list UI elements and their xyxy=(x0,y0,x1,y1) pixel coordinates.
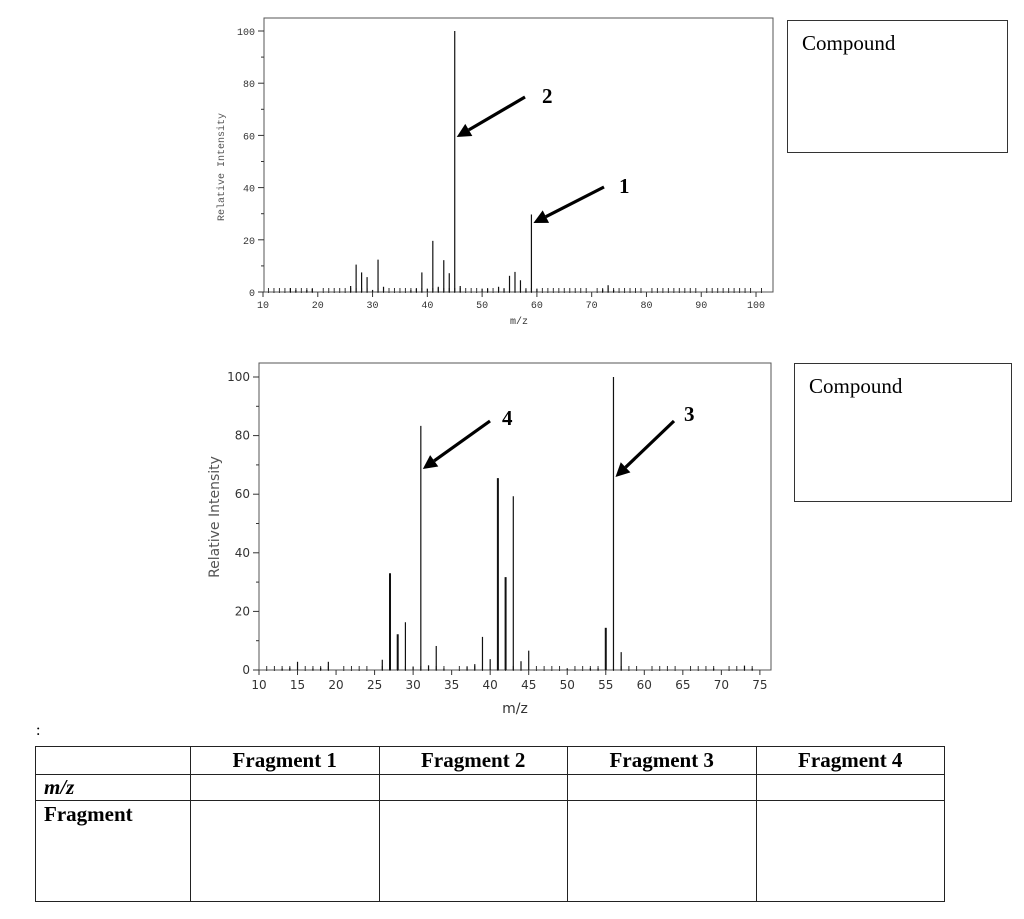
annotation-arrow xyxy=(545,185,605,219)
y-tick-label: 80 xyxy=(235,429,250,443)
x-tick-label: 70 xyxy=(586,301,598,312)
chart-1-plot: 10 20 30 40 50 60 70 80 90 100 0 20 40 60 80 100 m/z Rela… xyxy=(216,17,774,328)
compound-label: Compound xyxy=(809,374,903,398)
y-tick-label: 40 xyxy=(243,185,255,196)
mass-spectrum-chart-1: 10 20 30 40 50 60 70 80 90 100 0 20 40 60 80 100 m/z Rela… xyxy=(200,10,790,345)
y-tick-label: 0 xyxy=(242,663,250,677)
table-corner-cell xyxy=(35,746,191,775)
x-tick-label: 45 xyxy=(521,678,536,692)
colon-marker: : xyxy=(36,722,41,739)
fragment-cell-2[interactable] xyxy=(378,800,568,902)
x-tick-label: 50 xyxy=(560,678,575,692)
arrow-head-icon xyxy=(615,462,631,477)
annotation-arrow xyxy=(433,419,491,463)
x-tick-label: 50 xyxy=(476,301,488,312)
x-tick-label: 80 xyxy=(640,301,652,312)
row-label-fragment: Fragment xyxy=(35,800,191,902)
fragment-cell-1[interactable] xyxy=(190,800,380,902)
mz-cell-fragment-2[interactable] xyxy=(378,774,568,801)
mz-cell-fragment-1[interactable] xyxy=(190,774,380,801)
y-tick-label: 100 xyxy=(237,28,255,39)
y-tick-label: 40 xyxy=(235,546,250,560)
y-axis-label: Relative Intensity xyxy=(207,456,223,578)
x-tick-label: 65 xyxy=(675,678,690,692)
compound-answer-box-1[interactable]: Compound xyxy=(787,20,1008,153)
y-tick-label: 20 xyxy=(235,604,250,618)
x-tick-label: 55 xyxy=(598,678,613,692)
plot-frame xyxy=(263,17,774,293)
table-row-mz: m/z xyxy=(35,774,945,801)
x-tick-label: 60 xyxy=(531,301,543,312)
x-tick-label: 10 xyxy=(257,301,269,312)
compound-answer-box-2[interactable]: Compound xyxy=(794,363,1012,502)
y-tick-label: 0 xyxy=(249,289,255,300)
annotation-label-4: 4 xyxy=(502,406,513,430)
table-row-fragment: Fragment xyxy=(35,800,945,902)
table-header-row: Fragment 1 Fragment 2 Fragment 3 Fragmen… xyxy=(35,746,945,775)
annotation-arrow xyxy=(624,419,676,469)
y-tick-label: 60 xyxy=(243,132,255,143)
header-fragment-4: Fragment 4 xyxy=(755,746,945,775)
annotation-label-3: 3 xyxy=(684,402,695,426)
annotation-arrow xyxy=(468,95,526,132)
x-tick-label: 75 xyxy=(752,678,767,692)
x-tick-label: 60 xyxy=(637,678,652,692)
chart-2-plot: 10 15 20 25 30 35 40 45 50 55 60 65 70 75 0 20 40 60 80 100… xyxy=(207,362,772,717)
annotation-label-1: 1 xyxy=(619,174,630,198)
y-tick-label: 60 xyxy=(235,487,250,501)
x-tick-label: 15 xyxy=(290,678,305,692)
y-tick-label: 100 xyxy=(227,370,250,384)
arrow-head-icon xyxy=(422,455,439,469)
x-tick-label: 35 xyxy=(444,678,459,692)
x-tick-label: 90 xyxy=(695,301,707,312)
header-fragment-3: Fragment 3 xyxy=(567,746,757,775)
x-axis-label: m/z xyxy=(502,701,528,717)
mass-spectrum-chart-2: 10 15 20 25 30 35 40 45 50 55 60 65 70 75 0 20 40 60 80 100… xyxy=(195,355,790,725)
header-fragment-2: Fragment 2 xyxy=(378,746,568,775)
header-fragment-1: Fragment 1 xyxy=(190,746,380,775)
fragment-cell-4[interactable] xyxy=(755,800,945,902)
annotation-label-2: 2 xyxy=(542,84,553,108)
mz-cell-fragment-3[interactable] xyxy=(567,774,757,801)
y-tick-label: 80 xyxy=(243,80,255,91)
x-tick-label: 30 xyxy=(405,678,420,692)
arrow-head-icon xyxy=(533,210,550,223)
x-tick-label: 30 xyxy=(367,301,379,312)
row-label-mz: m/z xyxy=(35,774,191,801)
y-axis-label: Relative Intensity xyxy=(216,113,228,221)
x-tick-label: 100 xyxy=(747,301,765,312)
compound-label: Compound xyxy=(802,31,896,55)
x-tick-label: 40 xyxy=(483,678,498,692)
arrow-head-icon xyxy=(456,123,473,137)
x-tick-label: 20 xyxy=(312,301,324,312)
plot-frame xyxy=(258,362,772,671)
y-tick-label: 20 xyxy=(243,237,255,248)
fragment-table: Fragment 1 Fragment 2 Fragment 3 Fragmen… xyxy=(35,746,945,902)
x-tick-label: 10 xyxy=(251,678,266,692)
x-tick-label: 70 xyxy=(714,678,729,692)
x-tick-label: 40 xyxy=(421,301,433,312)
mz-cell-fragment-4[interactable] xyxy=(755,774,945,801)
x-tick-label: 25 xyxy=(367,678,382,692)
x-axis-label: m/z xyxy=(510,316,528,328)
x-tick-label: 20 xyxy=(328,678,343,692)
fragment-cell-3[interactable] xyxy=(567,800,757,902)
